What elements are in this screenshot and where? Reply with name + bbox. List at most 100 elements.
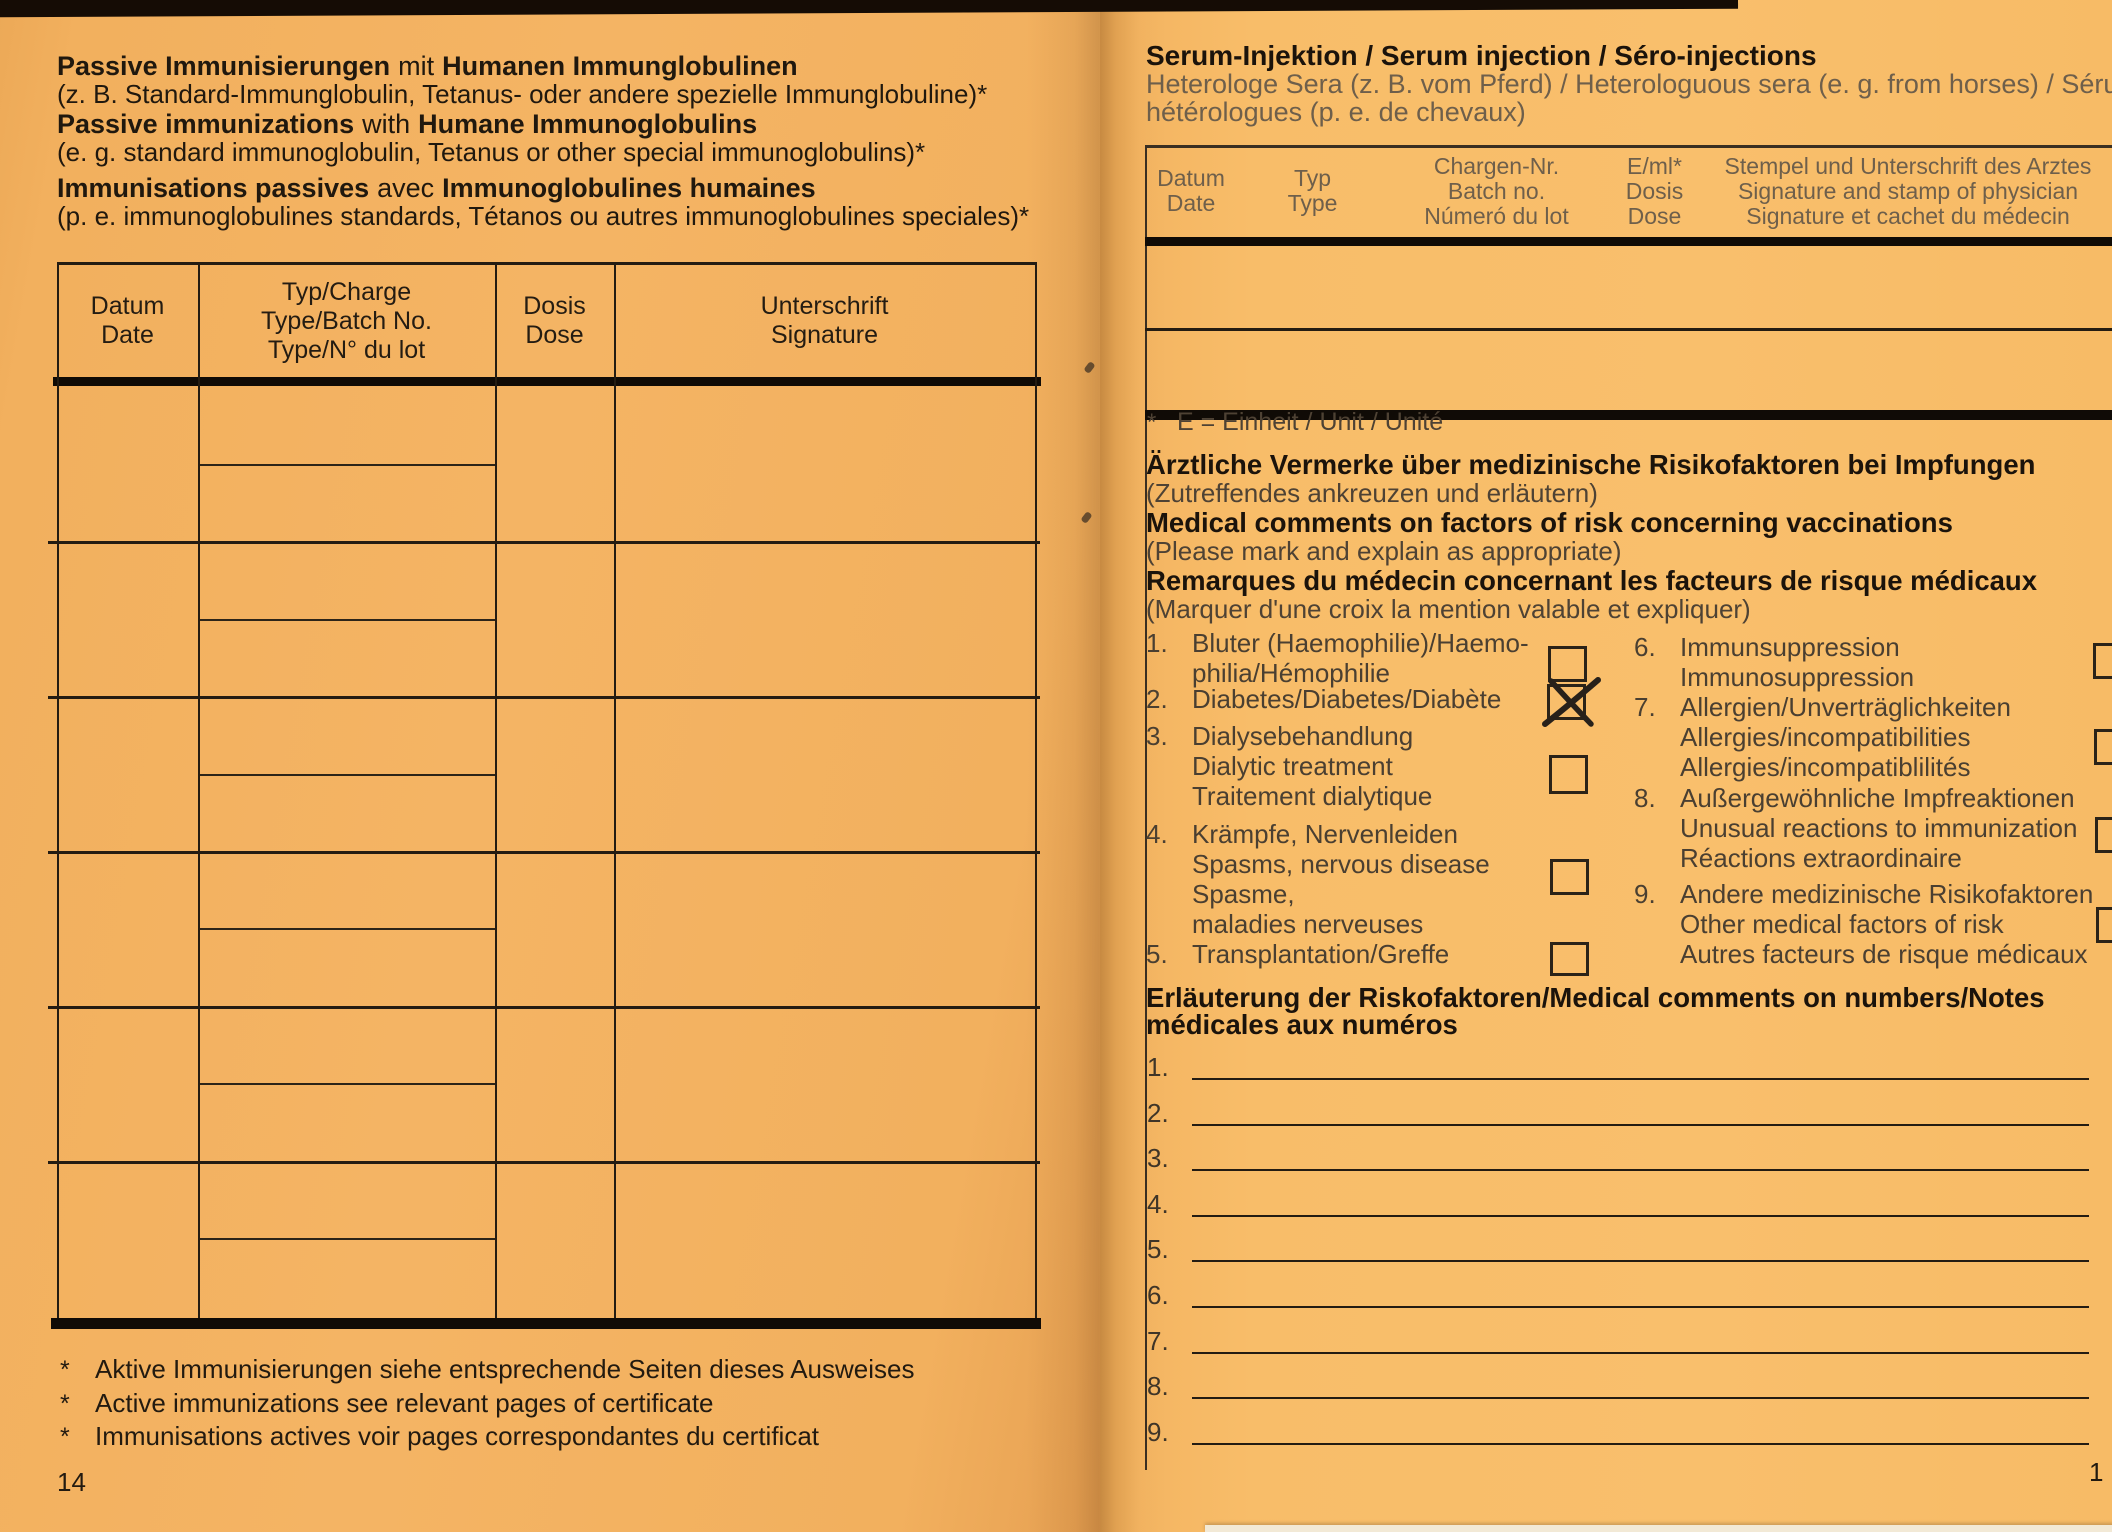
risk-item-text: Autres facteurs de risque médicaux (1680, 939, 2088, 969)
page-number-left: 14 (57, 1467, 86, 1497)
header-line: Date (101, 321, 154, 349)
risk-checkbox-9[interactable] (2096, 907, 2112, 943)
footnote-text: Active immunizations see relevant pages … (95, 1388, 714, 1418)
header-line: Stempel und Unterschrift des Arztes (1724, 152, 2092, 179)
right-page-subtitle: Heterologe Sera (z. B. vom Pferd) / Hete… (1146, 69, 2112, 99)
type-batch-subdivider (198, 928, 495, 930)
row-divider (48, 696, 1040, 699)
risk-checkbox-4[interactable] (1550, 859, 1589, 895)
row-divider (1145, 328, 2112, 331)
note-number: 3. (1147, 1143, 1169, 1173)
column-divider (1035, 262, 1037, 1320)
footnote-star: * (60, 1390, 70, 1418)
heading-text: Immunisations passives (57, 173, 370, 203)
heading-text: Erläuterung der Riskofaktoren/Medical co… (1146, 982, 2045, 1013)
notes-heading: Erläuterung der Riskofaktoren/Medical co… (1146, 982, 2112, 1040)
risk-item-text: Diabetes/Diabetes/Diabète (1192, 684, 1502, 714)
risk-item-number: 9. (1634, 879, 1656, 909)
row-divider (48, 1161, 1040, 1164)
row-divider (48, 1006, 1040, 1009)
risk-item-text: Spasms, nervous disease (1192, 849, 1490, 879)
note-line-1: 1. (1147, 1052, 2099, 1084)
type-batch-subdivider (198, 1238, 495, 1240)
header-line: Dosis (1625, 177, 1684, 204)
risk-item-number: 6. (1634, 632, 1656, 662)
risk-item-number: 1. (1146, 628, 1168, 658)
risk-checkbox-8[interactable] (2095, 817, 2112, 853)
note-number: 7. (1147, 1326, 1169, 1356)
unit-footnote: * E = Einheit / Unit / Unité (1147, 408, 1443, 437)
heading-subtext: (e. g. standard immunoglobulin, Tetanus … (57, 137, 926, 167)
risk-checkbox-1[interactable] (1548, 646, 1587, 682)
right-page-subtitle: hétérologues (p. e. de chevaux) (1146, 97, 1526, 127)
footnote: * Immunisations actives voir pages corres… (60, 1421, 819, 1452)
risk-checkbox-5[interactable] (1550, 942, 1589, 976)
blank-writing-line (1192, 1260, 2089, 1262)
column-divider (1145, 675, 1147, 940)
header-line: Type/N° du lot (267, 335, 426, 364)
heading-subtext: (Zutreffendes ankreuzen und erläutern) (1146, 478, 1598, 508)
heading-text: Ärztliche Vermerke über medizinische Ris… (1146, 449, 2036, 480)
blank-writing-line (1192, 1352, 2089, 1354)
heading-subtext: (Marquer d'une croix la mention valable … (1146, 594, 1751, 624)
header-line: Dosis (523, 292, 586, 320)
heading-text: Humanen Immunglobulinen (442, 51, 798, 81)
risk-item-text: Krämpfe, Nervenleiden (1192, 819, 1458, 849)
column-divider (614, 262, 616, 1320)
risk-checkbox-2[interactable] (1542, 677, 1601, 727)
risk-item-text: Bluter (Haemophilie)/Haemo- (1192, 628, 1529, 658)
handwritten-x-mark (1542, 677, 1601, 727)
table-border (57, 262, 1037, 265)
risk-item-1: 1. Bluter (Haemophilie)/Haemo- philia/Hém… (1146, 628, 1529, 688)
note-number: 1. (1147, 1052, 1169, 1082)
heading-text: Humane Immunoglobulins (418, 109, 758, 139)
risk-item-text: Other medical factors of risk (1680, 909, 2004, 939)
risk-checkbox-7[interactable] (2094, 729, 2112, 765)
risk-item-text: Allergien/Unverträglichkeiten (1680, 692, 2011, 722)
risk-checkbox-6[interactable] (2093, 643, 2112, 679)
column-divider (495, 262, 497, 1320)
header-line: Chargen-Nr. (1433, 152, 1560, 179)
risk-item-text: Immunosuppression (1680, 662, 1915, 692)
risk-item-8: 8. Außergewöhnliche Impfreaktionen Unusua… (1634, 783, 2077, 873)
heading-text: with (362, 109, 411, 139)
header-line: Dose (1627, 202, 1682, 229)
column-divider (1145, 410, 1147, 675)
heading-subtext: (Please mark and explain as appropriate) (1146, 536, 1622, 566)
risk-item-text: Allergies/incompatibilities (1680, 722, 1971, 752)
note-line-3: 3. (1147, 1143, 2099, 1175)
risk-item-text: Außergewöhnliche Impfreaktionen (1680, 783, 2075, 813)
header-line: Datum (90, 292, 165, 320)
header-line: Númeró du lot (1424, 202, 1569, 229)
right-page (1100, 0, 2112, 1532)
note-number: 2. (1147, 1098, 1169, 1128)
risk-checkbox-3[interactable] (1549, 755, 1588, 794)
header-line: Typ/Charge (281, 277, 412, 306)
note-number: 8. (1147, 1371, 1169, 1401)
header-line: Unterschrift (760, 292, 889, 320)
note-line-8: 8. (1147, 1371, 2099, 1403)
risk-item-number: 4. (1146, 819, 1168, 849)
heading-text: Passive immunizations (57, 109, 355, 139)
risk-item-text: Unusual reactions to immunization (1680, 813, 2078, 843)
risk-item-text: maladies nerveuses (1192, 909, 1424, 939)
column-divider (57, 262, 59, 1320)
header-line: Type (1287, 190, 1338, 216)
note-line-2: 2. (1147, 1098, 2099, 1130)
row-divider (48, 541, 1040, 544)
risk-item-text: Spasme, (1192, 879, 1295, 909)
risk-item-text: Allergies/incompatiblilités (1680, 752, 1971, 782)
heading-text: mit (398, 51, 435, 81)
column-divider (1145, 1205, 1147, 1470)
blank-writing-line (1192, 1124, 2089, 1126)
note-line-9: 9. (1147, 1417, 2099, 1449)
heading-text: médicales aux numéros (1146, 1009, 1458, 1040)
serum-injection-table: Datum Date Typ Type Chargen-Nr. Batch no… (1145, 145, 2112, 1470)
risk-factors-heading: Ärztliche Vermerke über medizinische Ris… (1146, 450, 2112, 624)
footnote-star: * (60, 1356, 70, 1384)
risk-item-4: 4. Krämpfe, Nervenleiden Spasms, nervous … (1146, 819, 1490, 939)
heading-subtext: (p. e. immunoglobulines standards, Tétan… (57, 201, 1030, 231)
heading-text: Medical comments on factors of risk conc… (1146, 507, 1953, 538)
footnote-star: * (1147, 409, 1157, 436)
heading-text: avec (377, 173, 435, 203)
